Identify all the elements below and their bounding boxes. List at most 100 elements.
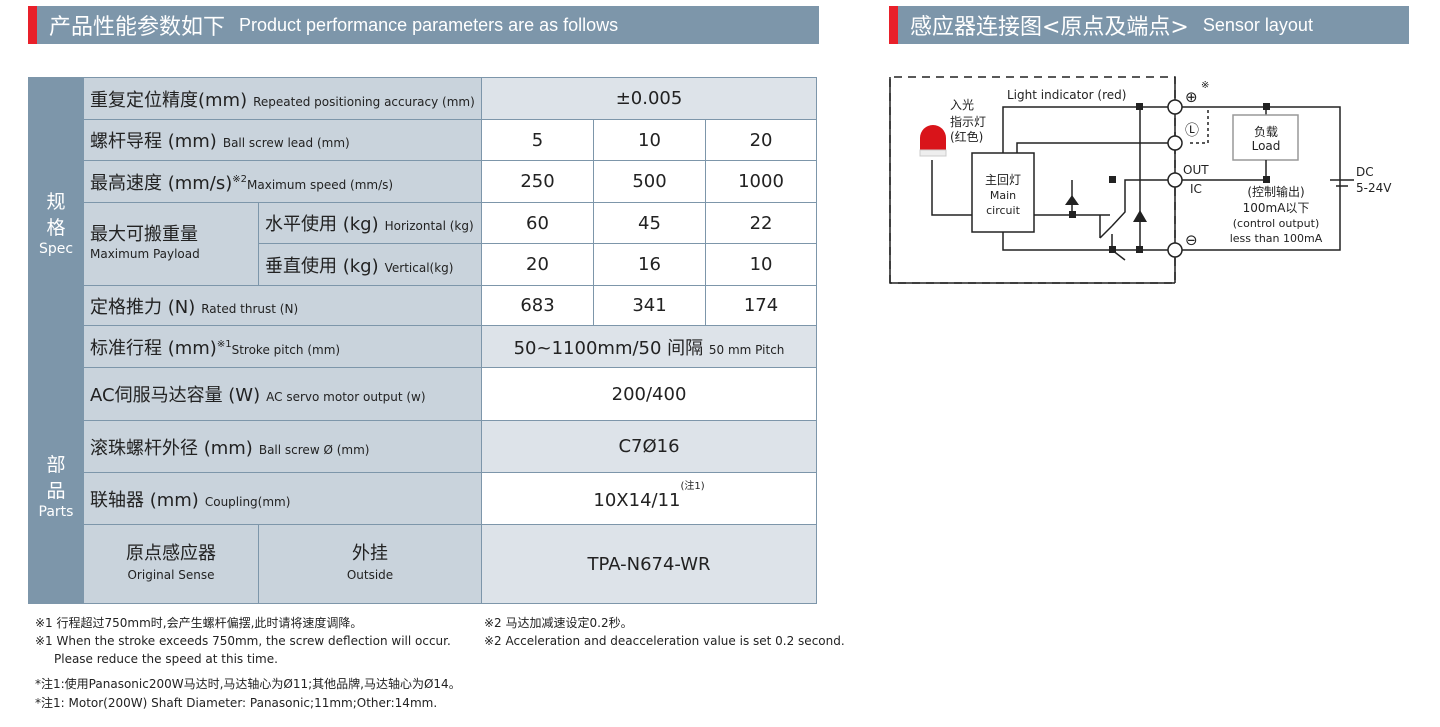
table-cell: 200/400	[480, 367, 818, 421]
table-row: 部品 Parts AC伺服马达容量 (W) AC servo motor outpu…	[28, 367, 818, 604]
cell-text: 50~1100mm/50 间隔	[513, 337, 704, 359]
cell-text: 规	[46, 190, 66, 213]
table-cell: 外挂 Outside	[258, 524, 482, 604]
note-1-en-2: Please reduce the speed at this time.	[54, 652, 278, 666]
cell-text: AC伺服马达容量 (W)	[90, 385, 261, 406]
cell-text: Original Sense	[127, 567, 215, 582]
red-label-cn: (红色)	[950, 129, 983, 144]
table-row: 最大可搬重量 Maximum Payload 水平使用 (kg) Horizonta…	[29, 202, 818, 286]
table-cell: 重复定位精度(mm) Repeated positioning accuracy …	[83, 77, 482, 120]
cell-text: 最大可搬重量	[90, 223, 198, 245]
cell-text: 外挂	[352, 542, 388, 564]
table-cell: 5	[481, 119, 594, 161]
cell-text: Ball screw lead (mm)	[222, 136, 350, 150]
cell-text: ※1	[216, 338, 232, 350]
control-output-en: (control output)	[1233, 217, 1320, 230]
cell-text: 最高速度 (mm/s)	[90, 172, 233, 194]
spec-group-label: 规格 Spec	[28, 77, 84, 368]
light-indicator-label: Light indicator (red)	[1007, 88, 1126, 102]
note-2-en: ※2 Acceleration and deacceleration value…	[484, 634, 845, 648]
table-cell: ±0.005	[480, 77, 818, 120]
table-cell: 45	[593, 202, 706, 244]
cell-text: 垂直使用 (kg)	[265, 255, 379, 277]
cell-text: 格	[46, 216, 66, 239]
main-circuit-en: Main	[990, 189, 1016, 202]
control-output-cn: (控制输出)	[1247, 184, 1304, 199]
table-cell: 16	[593, 243, 706, 286]
table-cell: TPA-N674-WR	[480, 524, 818, 604]
section-header-performance: 产品性能参数如下 Product performance parameters …	[28, 6, 819, 44]
cell-text: (注1)	[680, 480, 705, 492]
spec-table: 规格 Spec 重复定位精度(mm) Repeated positioning ac…	[28, 77, 818, 604]
table-row: 最高速度 (mm/s)※2Maximum speed (mm/s) 250 500…	[29, 160, 818, 203]
cell-text: Repeated positioning accuracy (mm)	[253, 94, 475, 109]
control-output-en-2: less than 100mA	[1230, 232, 1323, 245]
table-row: 螺杆导程 (mm) Ball screw lead (mm) 5 10 20	[29, 119, 818, 161]
cell-text: Spec	[38, 240, 74, 257]
ic-label: IC	[1190, 182, 1202, 196]
table-row: 滚珠螺杆外径 (mm) Ball screw Ø (mm) C7Ø16	[29, 420, 818, 473]
header-title-en: Sensor layout	[1202, 14, 1313, 35]
cell-text: 标准行程 (mm)	[90, 337, 217, 359]
header-title-cn: 感应器连接图<原点及端点>	[910, 15, 1189, 40]
table-cell: 50~1100mm/50 间隔 50 mm Pitch	[480, 325, 818, 368]
cell-text: Outside	[346, 567, 394, 582]
cell-text: 品	[46, 479, 66, 502]
table-cell: C7Ø16	[480, 420, 818, 473]
indicator-label-cn: 指示灯	[950, 114, 986, 129]
table-cell: 341	[593, 285, 706, 326]
cell-text: 联轴器 (mm)	[90, 489, 199, 511]
voltage-label: 5-24V	[1356, 181, 1392, 195]
l-terminal-icon: Ⓛ	[1185, 123, 1199, 139]
accent-bar	[889, 6, 898, 44]
table-cell: 定格推力 (N) Rated thrust (N)	[83, 285, 482, 326]
cell-text: 部	[46, 453, 66, 476]
main-circuit-cn: 主回灯	[985, 173, 1021, 187]
cell-text: 水平使用 (kg)	[265, 214, 379, 235]
header-title-en: Product performance parameters are as fo…	[239, 14, 619, 35]
accent-bar	[28, 6, 37, 44]
minus-terminal-icon: ⊖	[1185, 231, 1198, 249]
table-cell: 250	[481, 160, 594, 203]
note-1-en: ※1 When the stroke exceeds 750mm, the sc…	[35, 634, 451, 648]
red-light-icon	[920, 125, 946, 150]
control-output-cn-2: 100mA以下	[1243, 201, 1310, 215]
dc-label: DC	[1356, 165, 1374, 179]
header-title-cn: 产品性能参数如下	[49, 15, 226, 40]
table-cell: 滚珠螺杆外径 (mm) Ball screw Ø (mm)	[83, 420, 482, 473]
cell-text: Coupling(mm)	[204, 494, 291, 509]
cell-text: Rated thrust (N)	[201, 301, 299, 316]
cell-text: 50 mm Pitch	[708, 342, 785, 357]
note-z1-cn: *注1:使用Panasonic200W马达时,马达轴心为Ø11;其他品牌,马达轴…	[35, 677, 461, 691]
table-cell: 螺杆导程 (mm) Ball screw lead (mm)	[83, 119, 482, 161]
note-z1-en: *注1: Motor(200W) Shaft Diameter: Panason…	[35, 696, 438, 710]
cell-text: Maximum speed (mm/s)	[247, 177, 394, 192]
plus-terminal-icon: ⊕	[1185, 88, 1198, 106]
cell-text: 重复定位精度(mm)	[90, 89, 248, 111]
table-row: 联轴器 (mm) Coupling(mm) 10X14/11(注1)	[29, 472, 818, 525]
table-cell: 20	[704, 119, 818, 161]
in-light-label: 入光	[950, 98, 974, 112]
table-cell: 垂直使用 (kg) Vertical(kg)	[258, 243, 482, 286]
table-row: 规格 Spec 重复定位精度(mm) Repeated positioning ac…	[28, 77, 818, 368]
table-cell: 原点感应器 Original Sense	[83, 524, 259, 604]
cell-text: 螺杆导程 (mm)	[90, 131, 217, 152]
table-row: 垂直使用 (kg) Vertical(kg) 20 16 10	[29, 243, 818, 286]
table-cell: 10	[593, 119, 706, 161]
cell-text: 10X14/11	[593, 489, 681, 511]
table-cell: 最大可搬重量 Maximum Payload	[83, 202, 259, 286]
table-row: 标准行程 (mm)※1Stroke pitch (mm) 50~1100mm/5…	[29, 325, 818, 368]
cell-text: AC servo motor output (w)	[266, 390, 426, 404]
load-label-cn: 负载	[1254, 125, 1278, 139]
cell-text: Vertical(kg)	[384, 260, 454, 275]
table-cell: 20	[481, 243, 594, 286]
table-cell: 1000	[704, 160, 818, 203]
section-header-sensor: 感应器连接图<原点及端点> Sensor layout	[889, 6, 1409, 44]
table-cell: 联轴器 (mm) Coupling(mm)	[83, 472, 482, 525]
table-cell: 174	[704, 285, 818, 326]
parts-group-label: 部品 Parts	[28, 367, 84, 604]
table-cell: 水平使用 (kg) Horizontal (kg)	[258, 202, 482, 244]
cell-text: 原点感应器	[126, 542, 216, 564]
table-row: 定格推力 (N) Rated thrust (N) 683 341 174	[29, 285, 818, 326]
main-circuit-en-2: circuit	[986, 204, 1020, 217]
